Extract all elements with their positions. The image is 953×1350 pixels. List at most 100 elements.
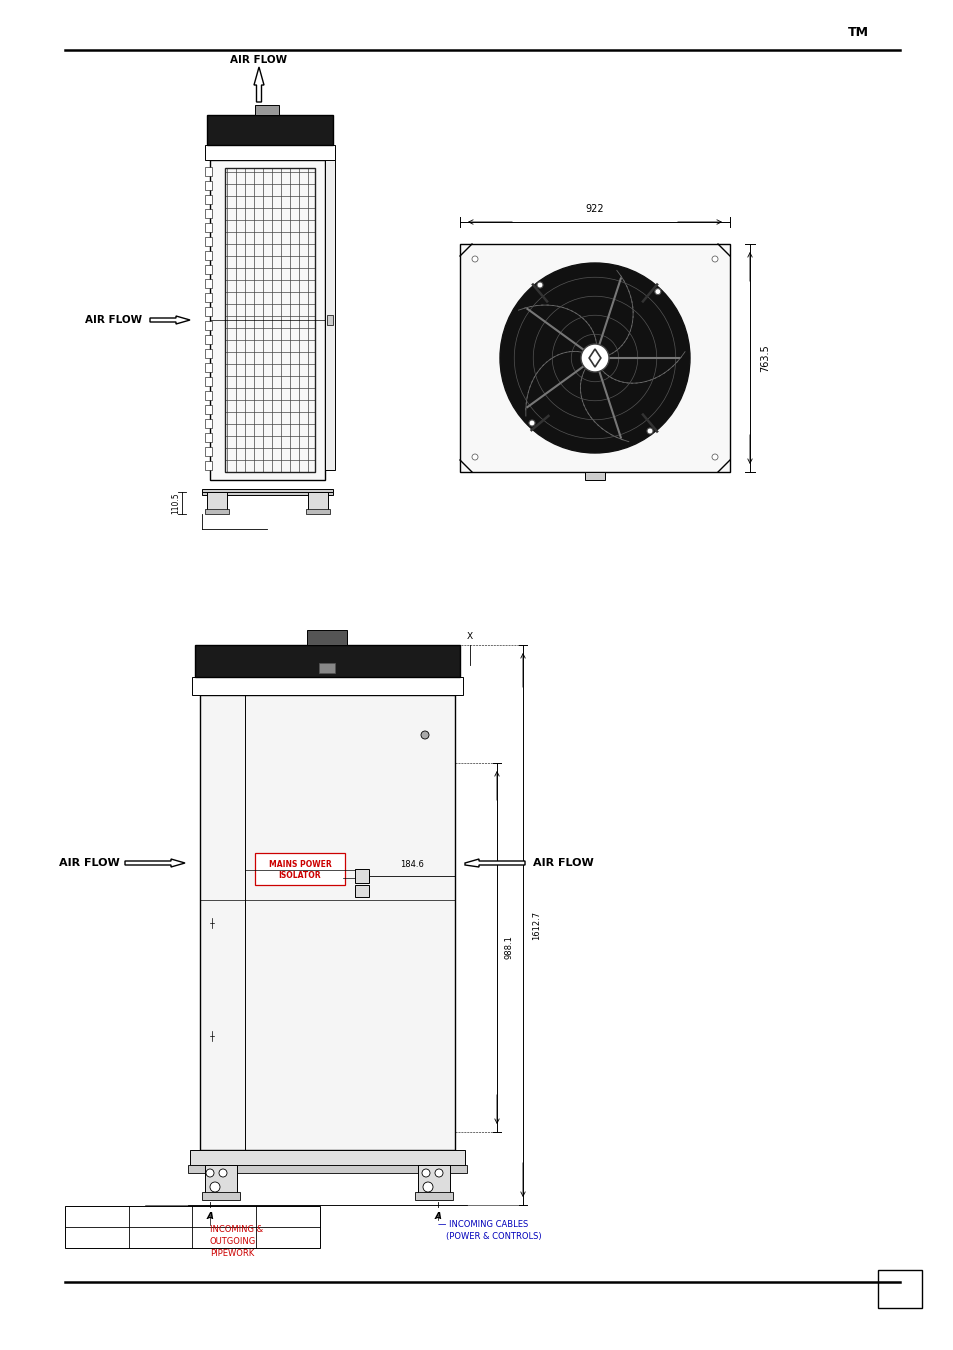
Bar <box>205 335 212 344</box>
Circle shape <box>219 1169 227 1177</box>
Text: A: A <box>434 1212 441 1220</box>
Bar <box>205 238 212 246</box>
Bar <box>205 209 212 217</box>
Bar <box>190 1150 464 1165</box>
Text: 922: 922 <box>585 204 603 215</box>
Bar <box>355 886 369 896</box>
Text: MAINS POWER: MAINS POWER <box>269 860 331 868</box>
Circle shape <box>422 1183 433 1192</box>
Polygon shape <box>459 244 472 256</box>
Text: 1612.7: 1612.7 <box>532 910 540 940</box>
Bar <box>225 167 314 472</box>
Text: AIR FLOW: AIR FLOW <box>59 859 120 868</box>
Bar <box>205 181 212 190</box>
Circle shape <box>654 289 660 294</box>
Circle shape <box>711 454 718 460</box>
Text: PIPEWORK: PIPEWORK <box>210 1249 254 1258</box>
Bar <box>210 161 325 481</box>
Bar <box>205 363 212 373</box>
Bar <box>205 418 212 428</box>
Bar <box>205 392 212 400</box>
Bar <box>188 1165 467 1173</box>
Bar <box>205 293 212 302</box>
Bar <box>254 853 345 886</box>
Bar <box>205 321 212 329</box>
Text: OUTGOING: OUTGOING <box>210 1237 256 1246</box>
Bar <box>355 869 369 883</box>
Bar <box>318 663 335 674</box>
Bar <box>417 1165 450 1193</box>
Text: AIR FLOW: AIR FLOW <box>231 55 287 65</box>
Bar <box>205 306 212 316</box>
Polygon shape <box>459 460 472 472</box>
Bar <box>192 676 462 695</box>
Bar <box>205 279 212 288</box>
Circle shape <box>529 420 535 427</box>
Text: TM: TM <box>846 26 867 39</box>
Bar <box>306 509 330 514</box>
Text: ISOLATOR: ISOLATOR <box>278 871 321 880</box>
Bar <box>254 105 278 115</box>
Circle shape <box>206 1169 213 1177</box>
Circle shape <box>537 282 542 288</box>
Circle shape <box>421 1169 430 1177</box>
Bar <box>415 1192 453 1200</box>
Circle shape <box>472 256 477 262</box>
Bar <box>205 265 212 274</box>
Circle shape <box>420 730 429 738</box>
Text: 184.6: 184.6 <box>399 860 423 869</box>
Bar <box>205 223 212 232</box>
Bar <box>205 144 335 161</box>
Bar <box>207 491 227 510</box>
Circle shape <box>210 1183 220 1192</box>
Bar <box>202 489 333 491</box>
Text: 988.1: 988.1 <box>504 936 514 960</box>
Bar <box>207 115 333 144</box>
Bar <box>205 251 212 261</box>
Polygon shape <box>125 859 185 867</box>
Text: AIR FLOW: AIR FLOW <box>85 315 142 325</box>
Text: X: X <box>466 633 473 641</box>
Text: INCOMING &: INCOMING & <box>210 1224 263 1234</box>
Bar <box>205 433 212 441</box>
Polygon shape <box>150 316 190 324</box>
Bar <box>205 447 212 456</box>
Circle shape <box>646 428 652 433</box>
Bar <box>194 645 459 676</box>
Polygon shape <box>464 859 524 867</box>
Circle shape <box>580 344 608 373</box>
Bar <box>200 695 455 1150</box>
Bar <box>202 1192 240 1200</box>
Bar <box>205 1165 236 1193</box>
Circle shape <box>435 1169 442 1177</box>
Bar <box>205 405 212 414</box>
Polygon shape <box>253 68 264 103</box>
Bar <box>205 194 212 204</box>
Text: A: A <box>206 1212 213 1220</box>
Bar <box>205 350 212 358</box>
Bar <box>65 1206 319 1247</box>
Text: AIR FLOW: AIR FLOW <box>533 859 593 868</box>
Text: 110.5: 110.5 <box>171 493 180 514</box>
Bar <box>325 150 335 470</box>
Bar <box>459 244 729 472</box>
Bar <box>584 472 604 481</box>
Bar <box>327 315 333 325</box>
Bar <box>877 1270 921 1308</box>
Polygon shape <box>718 244 729 256</box>
Bar <box>308 491 328 510</box>
Polygon shape <box>589 350 600 367</box>
Circle shape <box>499 263 689 454</box>
Bar <box>307 630 347 645</box>
Bar <box>205 167 212 176</box>
Polygon shape <box>718 460 729 472</box>
Text: 763.5: 763.5 <box>760 344 769 371</box>
Circle shape <box>711 256 718 262</box>
Text: — INCOMING CABLES: — INCOMING CABLES <box>437 1220 528 1228</box>
Circle shape <box>472 454 477 460</box>
Bar <box>205 509 229 514</box>
Bar <box>205 377 212 386</box>
Bar <box>202 491 333 495</box>
Bar <box>205 460 212 470</box>
Text: (POWER & CONTROLS): (POWER & CONTROLS) <box>446 1233 541 1241</box>
